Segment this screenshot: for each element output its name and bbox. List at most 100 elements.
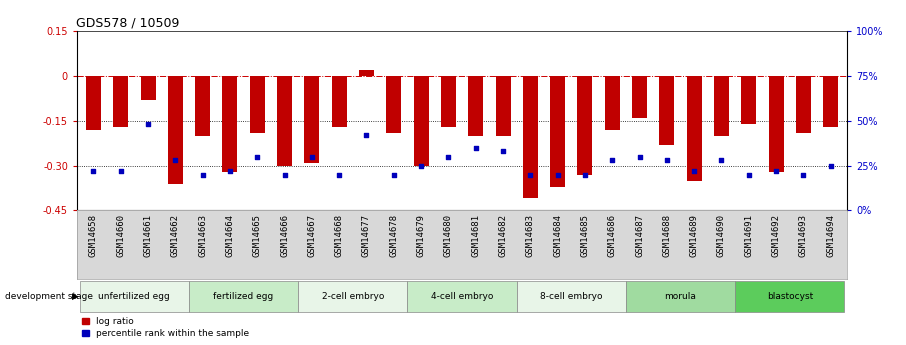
Text: GSM14663: GSM14663 [198,214,207,257]
Text: GSM14682: GSM14682 [498,214,507,257]
Text: GSM14660: GSM14660 [116,214,125,257]
Text: GSM14692: GSM14692 [772,214,781,257]
Text: GSM14694: GSM14694 [826,214,835,257]
Point [468,145,483,150]
Bar [80,281,189,312]
Text: GSM14668: GSM14668 [334,214,343,257]
Point [86,168,101,174]
Text: GSM14662: GSM14662 [171,214,179,257]
Text: GSM14658: GSM14658 [89,214,98,257]
Text: GSM14665: GSM14665 [253,214,262,257]
Text: GSM14680: GSM14680 [444,214,453,257]
Bar [408,281,516,312]
Text: GSM14688: GSM14688 [662,214,671,257]
Text: morula: morula [665,292,697,300]
Text: development stage: development stage [5,292,92,301]
Bar [735,281,844,312]
Text: GSM14679: GSM14679 [417,214,426,257]
Bar [168,76,183,184]
Text: GSM14683: GSM14683 [525,214,535,257]
Text: fertilized egg: fertilized egg [214,292,274,300]
Bar [277,76,292,166]
Point [523,172,537,177]
Bar [304,76,320,162]
Bar [298,281,408,312]
Bar [741,76,757,124]
Point [169,157,183,163]
Bar [795,76,811,133]
Point [414,163,429,168]
Text: GDS578 / 10509: GDS578 / 10509 [76,17,179,30]
Bar [714,76,729,136]
Point [660,157,674,163]
Text: GSM14661: GSM14661 [143,214,152,257]
Bar [468,76,483,136]
Point [387,172,401,177]
Bar [632,76,647,118]
Point [250,154,265,159]
Text: GSM14677: GSM14677 [362,214,371,257]
Text: GSM14693: GSM14693 [799,214,808,257]
Text: 2-cell embryo: 2-cell embryo [322,292,384,300]
Point [605,157,620,163]
Bar [113,76,129,127]
Text: GSM14666: GSM14666 [280,214,289,257]
Legend: log ratio, percentile rank within the sample: log ratio, percentile rank within the sa… [82,317,249,338]
Bar [523,76,538,198]
Bar [687,76,701,180]
Bar [386,76,401,133]
Point [360,132,374,138]
Point [714,157,728,163]
Point [332,172,346,177]
Bar [195,76,210,136]
Text: GSM14687: GSM14687 [635,214,644,257]
Bar [189,281,298,312]
Point [441,154,456,159]
Text: 4-cell embryo: 4-cell embryo [431,292,493,300]
Bar [441,76,456,127]
Text: GSM14664: GSM14664 [226,214,235,257]
Point [196,172,210,177]
Point [496,148,510,154]
Point [304,154,319,159]
Bar [604,76,620,130]
Bar [516,281,626,312]
Point [578,172,593,177]
Text: unfertilized egg: unfertilized egg [99,292,170,300]
Bar [140,76,156,100]
Point [824,163,838,168]
Point [687,168,701,174]
Bar [626,281,735,312]
Text: GSM14678: GSM14678 [390,214,399,257]
Point [140,121,155,127]
Point [741,172,756,177]
Point [223,168,237,174]
Bar [550,76,565,187]
Bar [86,76,101,130]
Bar [824,76,838,127]
Bar [223,76,237,171]
Text: GSM14684: GSM14684 [554,214,562,257]
Point [632,154,647,159]
Text: GSM14689: GSM14689 [689,214,699,257]
Bar [413,76,429,166]
Text: ▶: ▶ [72,292,79,301]
Bar [768,76,784,171]
Text: blastocyst: blastocyst [766,292,813,300]
Point [277,172,292,177]
Text: GSM14690: GSM14690 [717,214,726,257]
Bar [332,76,347,127]
Text: GSM14667: GSM14667 [307,214,316,257]
Bar [496,76,511,136]
Text: GSM14686: GSM14686 [608,214,617,257]
Bar [359,70,374,76]
Point [796,172,811,177]
Bar [577,76,593,175]
Point [550,172,564,177]
Text: GSM14681: GSM14681 [471,214,480,257]
Text: GSM14685: GSM14685 [581,214,590,257]
Bar [250,76,265,133]
Text: 8-cell embryo: 8-cell embryo [540,292,602,300]
Point [769,168,784,174]
Text: GSM14691: GSM14691 [745,214,753,257]
